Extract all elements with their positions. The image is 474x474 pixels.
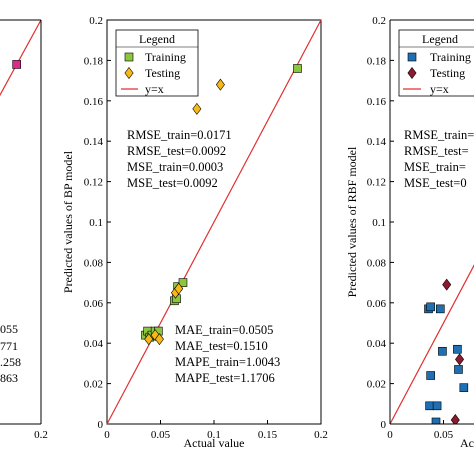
data-point (426, 302, 435, 312)
legend-label: y=x (430, 82, 449, 96)
panel-left: 0.2 055 771 .258 863 (0, 19, 48, 441)
x-tick-label: 0.15 (258, 429, 278, 441)
y-tick-label: 0.08 (367, 257, 387, 269)
x-tick-label: 0.1 (207, 429, 221, 441)
legend-box (115, 29, 199, 97)
y-axis-label: Predicted values of BP model (61, 150, 75, 293)
legend: Legend Training Testing y=x (115, 29, 199, 97)
legend-title: Legend (422, 32, 458, 46)
y-tick-label: 0.06 (84, 298, 104, 310)
legend-marker (407, 67, 417, 79)
metric-text: MAE_test=0.1510 (175, 339, 268, 353)
data-point (459, 383, 469, 392)
metric-text: MAPE_train=1.0043 (175, 355, 280, 369)
metric-text: RMSE_test= (404, 144, 469, 158)
y-tick-label: 0.1 (372, 217, 386, 229)
legend-box (398, 29, 474, 97)
panel-bp: 0 0.05 0.1 0.15 0.2 0 0.02 0.04 0.06 0.08 0.1 0.12 0… (61, 15, 328, 450)
legend-marker (124, 67, 134, 79)
data-point (174, 282, 184, 295)
data-point (154, 333, 164, 346)
panel-rbf-plot: RMSE_train= RMSE_test= MSE_train= MSE_test=… (390, 128, 474, 424)
metric-text: 055 (0, 322, 18, 336)
x-tick-label: 0.2 (314, 429, 328, 441)
y-tick-label: 0.02 (367, 379, 386, 391)
y-tick-label: 0.02 (84, 379, 103, 391)
metric-text: RMSE_train= (404, 128, 474, 142)
data-point (435, 304, 445, 314)
y-tick-label: 0.04 (367, 338, 387, 350)
x-axis-label: Actual value (184, 436, 245, 450)
metric-text: 771 (0, 339, 18, 353)
x-tick-label: 0.05 (151, 429, 171, 441)
y-tick-label: 0.06 (367, 298, 387, 310)
y-tick-label: 0.12 (367, 177, 386, 189)
data-point (192, 102, 202, 115)
y-tick-label: 0.2 (89, 15, 103, 27)
data-point (293, 64, 302, 73)
y-tick-label: 0.14 (84, 136, 104, 148)
yx-line (0, 20, 41, 97)
legend-marker (407, 52, 417, 62)
data-point (426, 371, 435, 380)
metric-text: MSE_train=0.0003 (127, 160, 223, 174)
y-tick-label: 0.08 (84, 257, 104, 269)
x-tick-label: 0 (387, 429, 393, 441)
y-tick-label: 0.1 (89, 217, 103, 229)
data-point (454, 365, 463, 374)
y-tick-label: 0.12 (84, 177, 103, 189)
panel-rbf: RMSE_train= RMSE_test= MSE_train= MSE_test=… (345, 15, 474, 450)
data-point (425, 401, 434, 411)
y-tick-label: 0.18 (367, 55, 387, 67)
legend-label: Training (145, 50, 186, 64)
y-axis-label: Predicted values of RBF model (345, 146, 359, 297)
metric-text: .258 (0, 355, 21, 369)
data-point (438, 346, 447, 356)
data-point (455, 353, 465, 366)
x-tick-label: 0.2 (34, 429, 48, 441)
y-tick-label: 0.18 (84, 55, 104, 67)
legend-label: Testing (430, 66, 465, 80)
data-point (215, 78, 225, 91)
y-tick-label: 0.2 (372, 15, 386, 27)
metric-text: MSE_train= (404, 160, 466, 174)
data-point (442, 278, 452, 291)
x-tick-label: 0.05 (434, 429, 454, 441)
legend: Legend Training Testing y=x (398, 29, 474, 97)
x-tick-label: 0 (104, 429, 110, 441)
y-tick-label: 0.16 (367, 96, 387, 108)
metric-text: MSE_test=0.0092 (127, 176, 218, 190)
legend-marker (124, 52, 134, 62)
metric-text: RMSE_train=0.0171 (127, 128, 232, 142)
y-tick-label: 0.14 (367, 136, 387, 148)
x-axis-label: Ac (460, 436, 474, 450)
metric-text: 863 (0, 371, 18, 385)
metric-text: MAE_train=0.0505 (175, 323, 273, 337)
y-tick-label: 0.16 (84, 96, 104, 108)
panel-left-plot (0, 20, 41, 97)
legend-title: Legend (139, 32, 175, 46)
metric-text: MSE_test=0 (404, 176, 467, 190)
yx-line (390, 264, 474, 424)
legend-label: Testing (145, 66, 180, 80)
data-point (144, 333, 154, 346)
data-point (178, 278, 188, 287)
yx-line (106, 19, 322, 425)
data-point (432, 401, 442, 411)
y-tick-label: 0 (98, 419, 104, 431)
data-point (453, 344, 462, 354)
metric-text: RMSE_test=0.0092 (127, 144, 226, 158)
data-point (12, 60, 21, 69)
legend-label: y=x (145, 82, 164, 96)
metric-text: MAPE_test=1.1706 (175, 371, 275, 385)
y-tick-label: 0 (381, 419, 387, 431)
data-point (450, 413, 460, 424)
legend-label: Training (430, 50, 471, 64)
data-point (431, 417, 441, 424)
y-tick-label: 0.04 (84, 338, 104, 350)
